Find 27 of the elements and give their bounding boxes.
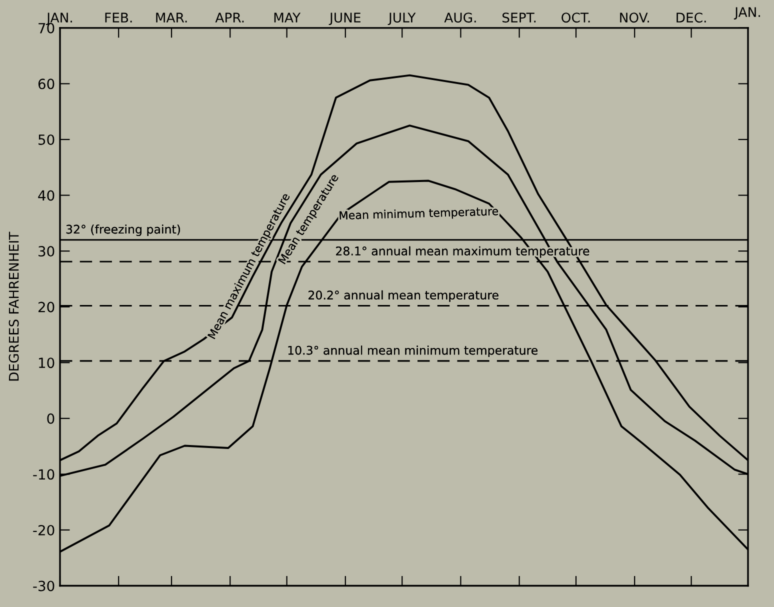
y-tick-label: 60 (38, 78, 54, 90)
x-tick-label: AUG. (444, 12, 476, 23)
x-tick-label: SEPT. (502, 12, 536, 23)
ref-line-label: 20.2° annual mean temperature (308, 290, 498, 302)
ref-line-label: 10.3° annual mean minimum temperature (288, 346, 538, 358)
y-tick-label: 10 (38, 358, 54, 368)
x-tick-label: APR. (215, 12, 244, 22)
y-tick-label: -20 (33, 524, 54, 536)
x-tick-label: MAY (274, 12, 301, 22)
y-tick-label: 20 (38, 302, 54, 312)
x-tick-label: MAR. (156, 12, 187, 22)
x-tick-label: NOV. (620, 12, 649, 23)
x-tick-label: JAN. (46, 12, 72, 26)
x-tick-label: JULY (388, 12, 416, 26)
y-tick-label: -10 (33, 469, 54, 480)
y-axis-title: DEGREES FAHRENHEIT (8, 232, 19, 381)
x-tick-label: OCT. (562, 12, 590, 23)
x-tick-label: FEB. (105, 12, 132, 22)
y-tick-label: 50 (38, 134, 54, 145)
ref-line-label: 32° (freezing paint) (66, 224, 180, 236)
x-tick-label: JUNE (328, 12, 360, 26)
x-tick-label: DEC. (676, 12, 706, 23)
y-tick-label: 70 (38, 22, 54, 34)
y-tick-label: -30 (33, 580, 54, 592)
y-tick-label: 30 (38, 246, 54, 257)
y-tick-label: 40 (38, 190, 54, 201)
y-tick-label: 0 (47, 413, 54, 424)
